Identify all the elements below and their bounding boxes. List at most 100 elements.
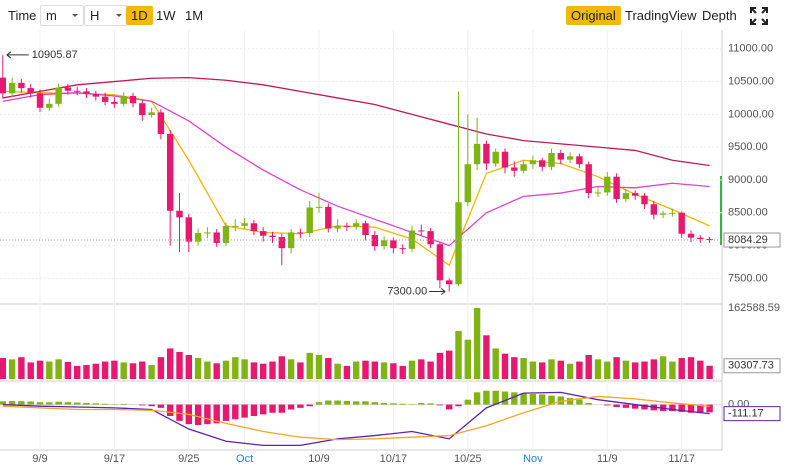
volume-bar — [641, 361, 648, 379]
macd-bar — [353, 401, 360, 405]
candle-body — [111, 101, 118, 104]
candle-body — [501, 151, 509, 168]
x-tick-label: 9/25 — [178, 453, 199, 465]
volume-bar — [687, 357, 695, 379]
macd-bar — [362, 401, 369, 405]
volume-bar — [241, 359, 248, 379]
volume-bar — [334, 363, 341, 379]
volume-bar — [27, 362, 34, 379]
candle-body — [511, 167, 518, 171]
candle-body — [92, 94, 99, 97]
macd-bar — [576, 399, 583, 405]
candle-body — [483, 143, 490, 164]
volume-bar — [278, 356, 285, 379]
macd-bar — [390, 403, 397, 405]
macd-bar — [706, 404, 713, 413]
candle-body — [371, 235, 378, 247]
volume-bar — [520, 358, 527, 379]
macd-bar — [539, 394, 546, 405]
candle-body — [139, 103, 146, 116]
view-button[interactable]: TradingView — [625, 8, 697, 23]
x-tick-label: Oct — [236, 453, 253, 465]
ma-line — [2, 395, 710, 441]
volume-bar — [678, 358, 685, 379]
volume-bar — [464, 339, 471, 379]
volume-bar — [594, 359, 602, 379]
macd-bar — [64, 402, 72, 405]
candle-body — [241, 223, 248, 226]
volume-bar — [287, 359, 295, 379]
macd-bar — [483, 390, 490, 405]
range-button[interactable]: 1D — [126, 6, 153, 25]
candle-body — [27, 88, 34, 94]
macd-bar — [520, 393, 527, 405]
volume-bar — [585, 354, 592, 379]
fullscreen-icon[interactable] — [750, 7, 768, 25]
volume-bar — [706, 365, 713, 379]
macd-bar — [92, 403, 99, 405]
candle-body — [659, 213, 667, 215]
macd-bar — [473, 392, 481, 405]
candle-body — [539, 160, 546, 167]
x-tick-label: 10/17 — [380, 453, 408, 465]
ma-line — [2, 391, 710, 447]
volume-bar — [8, 359, 16, 379]
ma-line — [2, 90, 710, 267]
y-tick-label: 7500.00 — [728, 272, 768, 284]
toolbar: Time m H 1D 1W 1M Original TradingView D… — [0, 0, 787, 30]
volume-bar — [74, 365, 81, 379]
volume-bar — [46, 361, 53, 379]
candle-body — [278, 237, 285, 249]
candle-body — [455, 202, 462, 285]
candle-body — [576, 156, 583, 165]
volume-bar — [362, 360, 369, 379]
minute-select[interactable]: m — [40, 5, 84, 26]
x-tick-label: 10/9 — [308, 453, 329, 465]
volume-bar — [632, 362, 639, 379]
candle-body — [687, 233, 695, 238]
candle-body — [399, 248, 406, 250]
volume-bar — [408, 360, 416, 379]
volume-bar — [557, 360, 564, 379]
macd-bar — [511, 392, 518, 405]
volume-bar — [659, 356, 667, 379]
macd-bar — [548, 395, 555, 405]
macd-bar — [343, 400, 351, 405]
macd-bar — [632, 404, 639, 409]
volume-bar — [325, 358, 332, 379]
volume-bar — [250, 362, 258, 379]
view-button[interactable]: Original — [566, 6, 621, 25]
macd-bar — [241, 404, 248, 418]
range-button[interactable]: 1W — [156, 8, 176, 23]
macd-bar — [464, 399, 471, 405]
macd-bar — [83, 402, 90, 405]
volume-bar — [604, 361, 611, 379]
macd-bar — [585, 402, 592, 405]
macd-bar — [501, 391, 509, 405]
volume-bar — [669, 361, 676, 379]
view-button[interactable]: Depth — [702, 8, 737, 23]
macd-bar — [427, 403, 434, 405]
candle-body — [613, 176, 620, 199]
volume-bar — [148, 365, 155, 379]
macd-bar — [687, 404, 695, 413]
candle-body — [520, 164, 527, 171]
volume-bar — [455, 330, 462, 379]
candle-body — [650, 204, 657, 215]
volume-bar — [167, 348, 174, 379]
candle-body — [604, 176, 611, 193]
range-button[interactable]: 1M — [185, 8, 204, 23]
x-tick-label: 9/17 — [104, 453, 125, 465]
candle-body — [83, 91, 90, 95]
volume-bar — [111, 360, 118, 379]
macd-bar — [120, 403, 127, 405]
candle-body — [427, 231, 434, 245]
high-label: 10905.87 — [32, 49, 78, 61]
macd-bar — [371, 402, 378, 405]
candle-body — [548, 153, 555, 167]
volume-bar — [418, 359, 425, 379]
macd-bar — [566, 398, 574, 405]
low-label: 7300.00 — [387, 285, 427, 297]
value-label-box — [723, 232, 781, 248]
